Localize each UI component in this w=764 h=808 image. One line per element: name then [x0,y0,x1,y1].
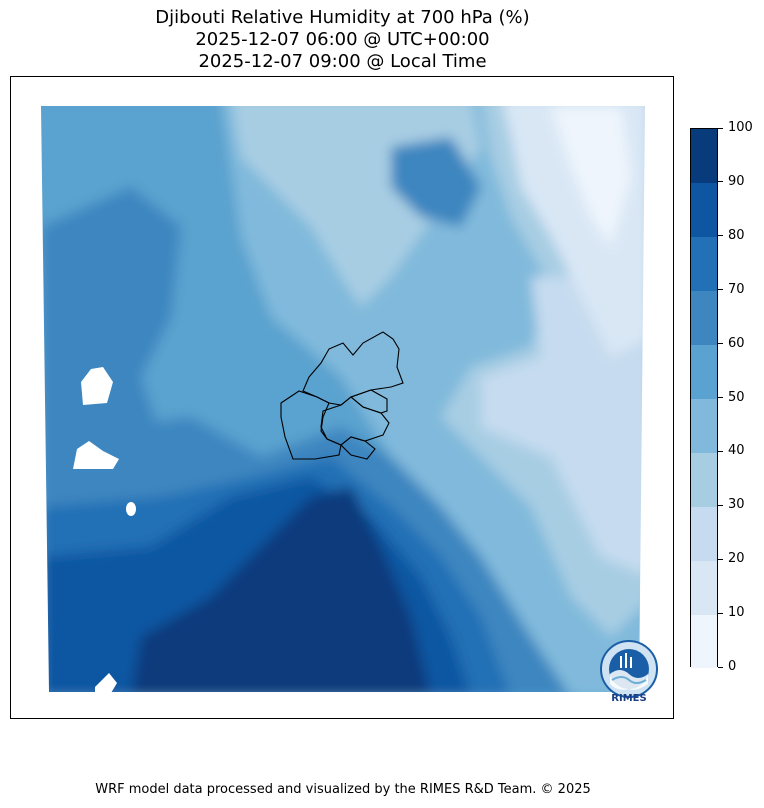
colorbar-segment [691,506,717,561]
colorbar-tick-label: 70 [728,281,745,297]
colorbar-segment [691,560,717,615]
colorbar-tick-label: 100 [728,120,753,135]
dry-patch-1 [81,367,113,405]
colorbar-tick-label: 60 [728,335,745,351]
colorbar-segment [691,452,717,507]
title-line-1: Djibouti Relative Humidity at 700 hPa (%… [155,7,530,28]
colorbar-tick [718,612,723,614]
colorbar-segment [691,344,717,399]
dry-patch-4 [95,673,117,692]
humidity-field [41,106,645,692]
colorbar-tick-label: 90 [728,173,745,189]
map-title: Djibouti Relative Humidity at 700 hPa (%… [10,7,675,73]
colorbar-tick-label: 40 [728,443,745,459]
title-line-2: 2025-12-07 06:00 @ UTC+00:00 [195,29,490,50]
colorbar-tick [718,397,723,398]
region-arta [349,389,388,414]
colorbar-tick [718,289,723,291]
colorbar-tick-label: 10 [728,605,745,621]
humidity-map [41,106,645,692]
colorbar-tick-label: 0 [728,659,737,674]
rimes-logo [600,640,658,698]
colorbar-segment [691,614,717,669]
region-obock [302,331,404,406]
colorbar-tick [718,235,723,237]
colorbar-tick [718,181,723,183]
colorbar-tick-label: 50 [728,389,745,405]
colorbar-tick [718,558,723,560]
dry-patch-3 [126,502,136,516]
rh-band-0-10 [551,107,631,247]
colorbar-tick-label: 80 [728,227,745,243]
colorbar-segment [691,182,717,238]
colorbar-segment [691,398,717,453]
colorbar-segment [691,236,717,292]
colorbar-tick [718,343,723,345]
map-panel [10,76,674,719]
colorbar-tick [718,504,723,506]
footer-credit: WRF model data processed and visualized … [95,782,591,797]
region-ali-sabieh [340,436,376,460]
colorbar-tick-label: 20 [728,551,745,567]
djibouti-border [280,331,404,460]
colorbar-tick-label: 30 [728,497,745,513]
colorbar-tick [718,127,723,129]
rh-band-90-100 [131,487,431,692]
rh-band-60-70-north [391,137,481,227]
title-line-3: 2025-12-07 09:00 @ Local Time [198,51,487,72]
colorbar-segment [691,290,717,346]
colorbar-tick [718,450,723,452]
colorbar-segment [691,129,717,184]
logo-text: RIMES [611,693,647,704]
colorbar-bar [690,128,718,669]
dry-patch-2 [73,441,119,469]
colorbar-tick [718,666,723,668]
